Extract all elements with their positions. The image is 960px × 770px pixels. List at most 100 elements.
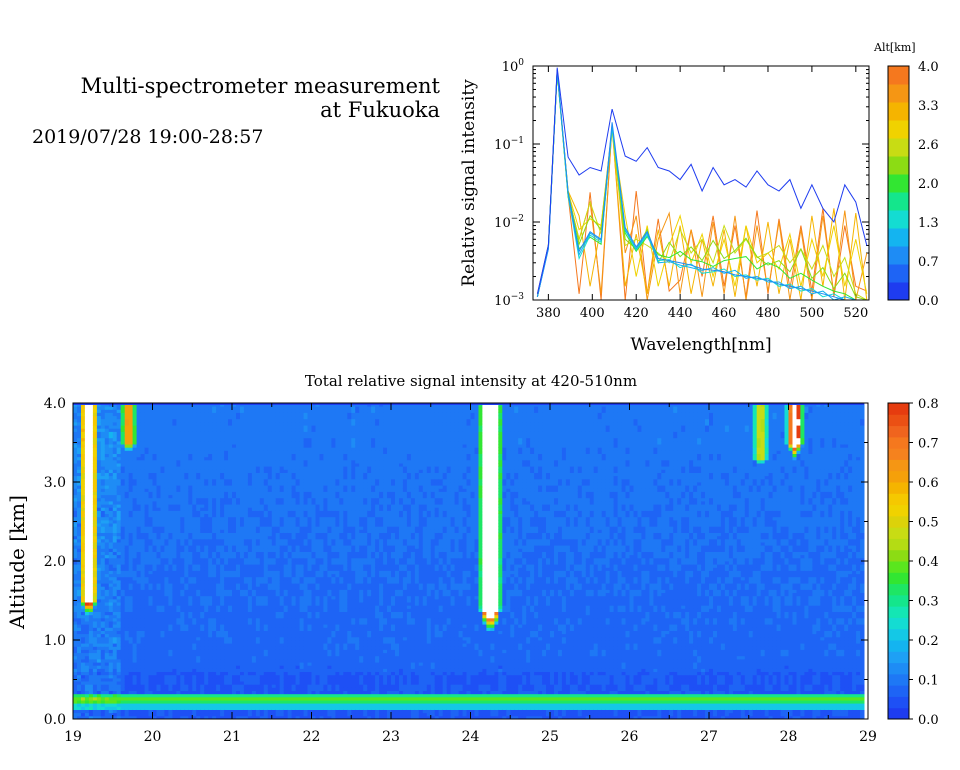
heatmap-cell (144, 662, 149, 666)
heatmap-cell (240, 485, 245, 489)
heatmap-cell (124, 428, 130, 432)
heatmap-cell (156, 554, 161, 559)
heatmap-cell (124, 406, 130, 410)
heatmap-cell (140, 712, 145, 717)
heatmap-cell (152, 624, 157, 628)
heatmap-cell (73, 573, 78, 578)
heatmap-cell (196, 700, 201, 704)
heatmap-cell (156, 627, 161, 631)
heatmap-cell (247, 466, 253, 470)
heatmap-cell (152, 646, 157, 650)
heatmap-cell (132, 592, 137, 597)
heatmap-cell (77, 409, 82, 413)
heatmap-cell (180, 415, 185, 420)
heatmap-cell (132, 516, 137, 521)
heatmap-cell (140, 519, 145, 524)
heatmap-cell (251, 485, 257, 489)
heatmap-cell (100, 437, 106, 442)
heatmap-cell (192, 674, 197, 679)
heatmap-cell (116, 561, 122, 565)
heatmap-cell (132, 447, 137, 451)
heatmap-cell (255, 450, 261, 454)
heatmap-cell (156, 504, 161, 508)
heatmap-cell (232, 573, 237, 578)
heatmap-cell (108, 715, 114, 720)
heatmap-cell (200, 434, 205, 439)
heatmap-cell (92, 516, 98, 521)
heatmap-cell (200, 662, 205, 666)
heatmap-cell (156, 463, 161, 467)
heatmap-cell (196, 570, 201, 575)
heatmap-cell (156, 608, 161, 612)
heatmap-cell (176, 624, 181, 628)
heatmap-cell (224, 450, 229, 454)
heatmap-cell (73, 425, 78, 429)
heatmap-cell (81, 668, 86, 672)
heatmap-cell (180, 450, 185, 454)
heatmap-cell (112, 567, 118, 571)
heatmap-cell (100, 649, 106, 654)
heatmap-cell (112, 643, 118, 647)
heatmap-cell (200, 507, 205, 511)
heatmap-cell (251, 466, 257, 470)
heatmap-cell (240, 608, 245, 612)
heatmap-cell (152, 649, 157, 654)
heatmap-cell (92, 491, 98, 496)
heatmap-cell (160, 573, 165, 578)
heatmap-cell (112, 617, 118, 622)
heatmap-cell (144, 469, 149, 473)
heatmap-cell (228, 665, 233, 669)
heatmap-cell (184, 444, 189, 448)
heatmap-cell (136, 510, 141, 514)
heatmap-cell (96, 425, 102, 429)
heatmap-cell (251, 655, 257, 660)
heatmap-cell (255, 507, 261, 511)
heatmap-cell (128, 627, 134, 631)
heatmap-cell (132, 406, 137, 410)
heatmap-cell (220, 580, 225, 584)
heatmap-cell (104, 418, 110, 423)
heatmap-cell (104, 519, 110, 524)
heatmap-cell (140, 501, 145, 505)
heatmap-cell (96, 519, 102, 524)
heatmap-cell (104, 598, 110, 603)
heatmap-cell (100, 659, 106, 663)
heatmap-cell (216, 475, 221, 480)
heatmap-cell (263, 551, 269, 556)
heatmap-cell (200, 690, 205, 695)
heatmap-cell (243, 538, 249, 543)
altitude-legend-swatch (888, 156, 909, 175)
heatmap-cell (144, 485, 149, 489)
heatmap-cell (136, 715, 141, 720)
heatmap-cell (263, 529, 269, 533)
heatmap-cell (73, 434, 78, 439)
heatmap-cell (212, 444, 217, 448)
heatmap-cell (77, 674, 82, 679)
heatmap-cell (216, 504, 221, 508)
heatmap-cell (188, 674, 193, 679)
heatmap-cell (243, 649, 249, 654)
heatmap-cell (176, 598, 181, 603)
heatmap-cell (176, 668, 181, 672)
heatmap-cell (160, 491, 165, 496)
heatmap-cell (164, 633, 169, 638)
heatmap-cell (100, 709, 106, 714)
heatmap-cell (216, 459, 221, 464)
heatmap-cell (216, 614, 221, 619)
heatmap-cell (144, 567, 149, 571)
heatmap-cell (236, 567, 241, 571)
heatmap-cell (200, 440, 205, 445)
heatmap-cell (73, 412, 78, 417)
heatmap-cell (243, 706, 249, 710)
heatmap-cell (247, 557, 253, 562)
heatmap-cell (172, 636, 177, 641)
heatmap-cell (160, 715, 165, 720)
heatmap-cell (160, 450, 165, 454)
heatmap-cell (236, 542, 241, 546)
heatmap-cell (156, 469, 161, 473)
heatmap-cell (224, 482, 229, 486)
heatmap-cell (236, 453, 241, 458)
heatmap-cell (81, 643, 86, 647)
heatmap-cell (200, 573, 205, 578)
heatmap-cell (168, 621, 173, 625)
